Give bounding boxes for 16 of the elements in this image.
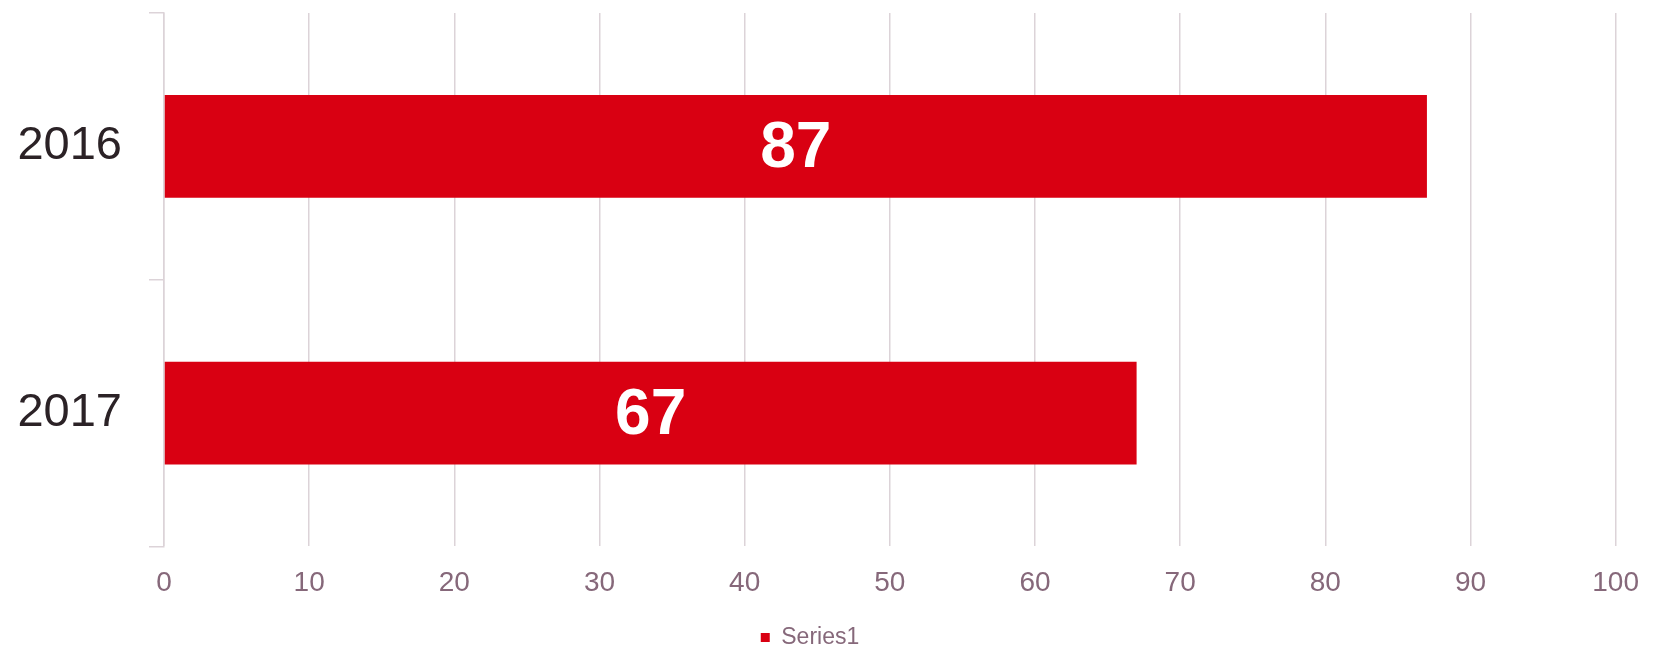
x-tick-label: 50: [874, 565, 906, 597]
x-tick-label: 20: [438, 565, 470, 597]
legend-label: Series1: [781, 622, 860, 646]
x-tick-label: 70: [1164, 565, 1196, 597]
x-tick-label: 30: [583, 565, 616, 597]
x-tick-label: 100: [1592, 565, 1639, 597]
x-tick-label: 10: [293, 565, 325, 597]
data-label: 87: [760, 108, 832, 181]
x-tick-label: 90: [1454, 565, 1487, 597]
x-tick-label: 80: [1309, 565, 1341, 597]
x-tick-label: 40: [729, 565, 761, 597]
y-tick-label: 2016: [17, 116, 122, 170]
y-tick-label: 2017: [17, 383, 122, 436]
x-tick-label: 60: [1019, 565, 1051, 597]
x-tick-label: 0: [156, 565, 172, 597]
data-label: 67: [615, 375, 687, 448]
